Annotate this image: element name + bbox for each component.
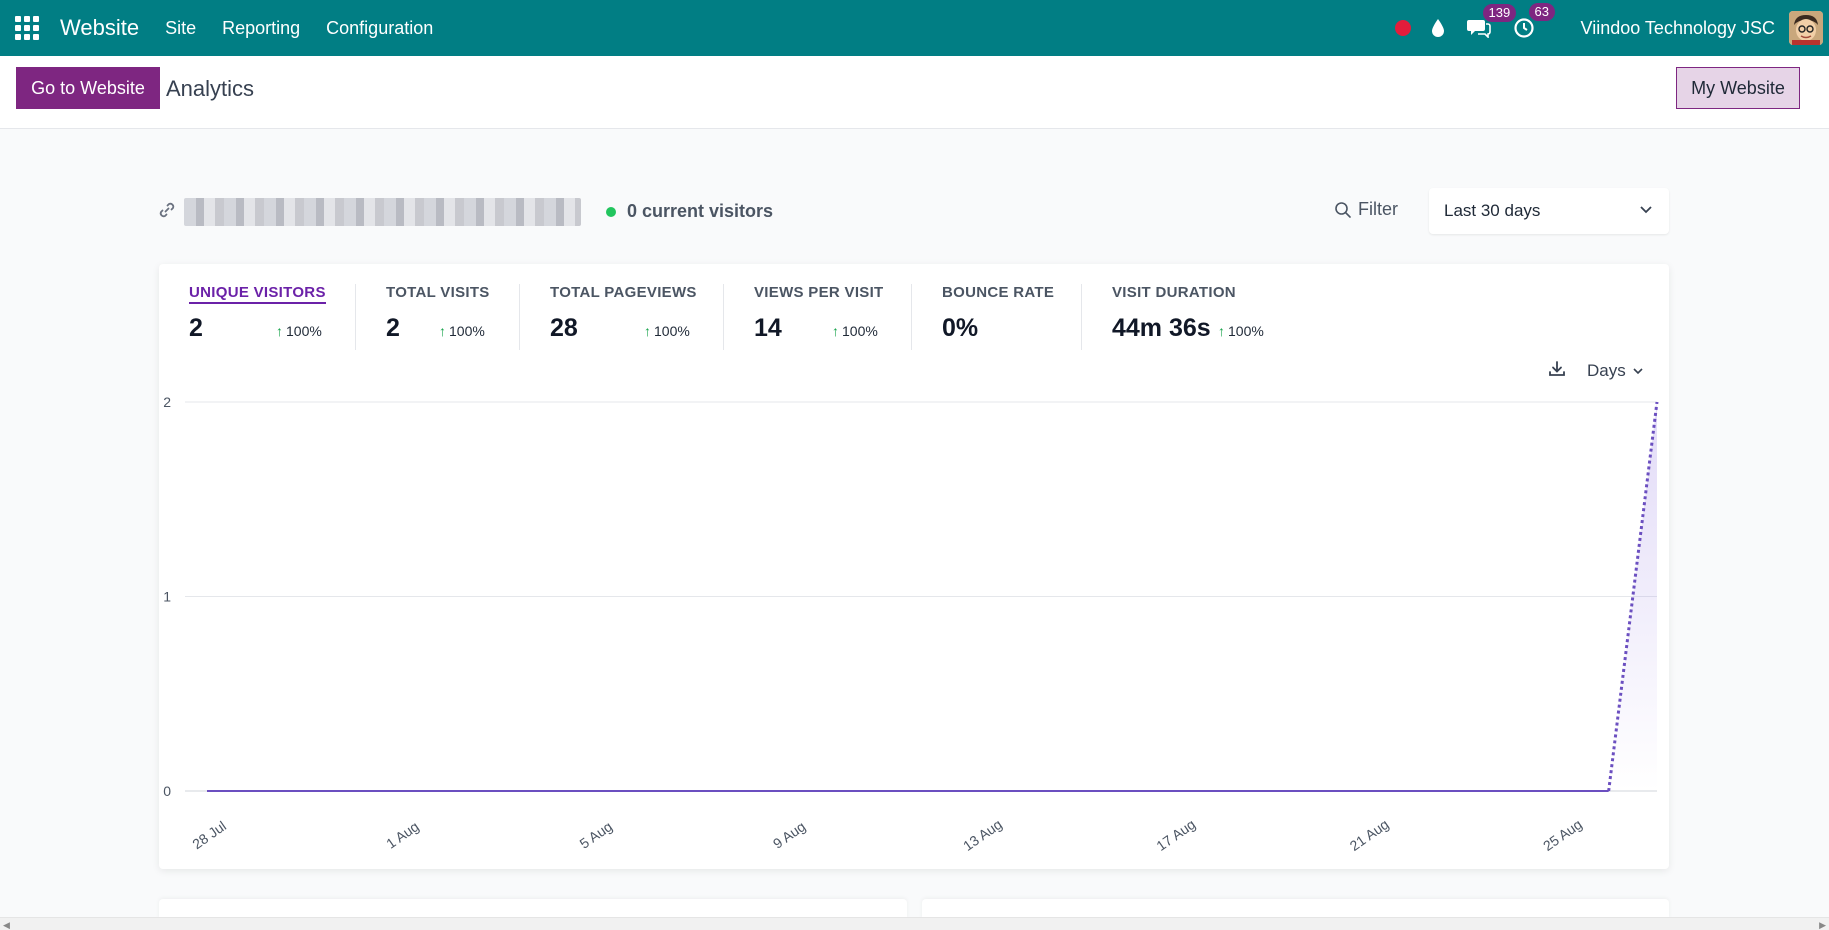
control-panel: Go to Website Analytics My Website (0, 56, 1829, 129)
user-avatar[interactable] (1789, 11, 1823, 45)
analytics-card: UNIQUE VISITORS 2 ↑ 100% TOTAL VISITS 2 ↑… (159, 264, 1669, 869)
horizontal-scrollbar[interactable]: ◀ ▶ (0, 917, 1829, 930)
arrow-up-icon: ↑ (1218, 323, 1225, 339)
page-title: Analytics (166, 76, 255, 101)
x-tick-label: 9 Aug (770, 818, 809, 852)
kpi-label: UNIQUE VISITORS (189, 284, 326, 304)
arrow-up-icon: ↑ (832, 323, 839, 339)
visitors-line-chart: 0 1 2 28 Jul 1 Aug 5 Aug 9 Aug 13 Aug 17 Aug 21 A… (163, 394, 1659, 854)
kpi-divider (723, 284, 724, 350)
kpi-label: VIEWS PER VISIT (754, 284, 884, 301)
messages-icon[interactable]: 139 (1466, 4, 1517, 38)
chevron-down-icon (1640, 206, 1652, 214)
kpi-value: 28 (550, 314, 578, 342)
top-navbar: Website Site Reporting Configuration 139… (0, 0, 1829, 56)
kpi-value: 2 (189, 314, 203, 342)
kpi-views-per-visit[interactable]: VIEWS PER VISIT 14 ↑ 100% (754, 284, 884, 350)
series-line-incomplete (1607, 401, 1659, 792)
kpi-value: 14 (754, 314, 782, 342)
kpi-delta: ↑ 100% (1218, 323, 1264, 339)
menu-reporting[interactable]: Reporting (222, 17, 301, 38)
my-website-button[interactable]: My Website (1676, 67, 1800, 109)
arrow-up-icon: ↑ (644, 323, 651, 339)
date-range-select[interactable]: Last 30 days (1429, 188, 1669, 234)
kpi-delta: ↑ 100% (832, 323, 878, 339)
y-tick-label: 2 (163, 394, 171, 410)
kpi-total-visits[interactable]: TOTAL VISITS 2 ↑ 100% (386, 284, 490, 350)
company-switcher[interactable]: Viindoo Technology JSC (1580, 17, 1775, 38)
interval-label: Days (1587, 361, 1626, 380)
kpi-delta: ↑ 100% (439, 323, 485, 339)
x-tick-label: 13 Aug (960, 816, 1005, 854)
activities-count-badge: 63 (1528, 3, 1555, 21)
current-visitors: 0 current visitors (627, 201, 774, 221)
site-url-redacted[interactable] (184, 198, 581, 226)
filter-label: Filter (1358, 199, 1398, 219)
kpi-visit-duration[interactable]: VISIT DURATION 44m 36s ↑ 100% (1112, 284, 1282, 350)
x-tick-label: 28 Jul (189, 818, 229, 853)
activity-clock-icon[interactable]: 63 (1513, 3, 1555, 39)
arrow-up-icon: ↑ (439, 323, 446, 339)
interval-select[interactable]: Days (1587, 361, 1644, 381)
scroll-left-arrow-icon[interactable]: ◀ (3, 920, 10, 930)
download-icon[interactable] (1547, 359, 1567, 384)
y-tick-label: 1 (163, 589, 171, 605)
navbar-systray: 139 63 Viindoo Technology JSC (1394, 0, 1829, 56)
go-to-website-button[interactable]: Go to Website (16, 67, 160, 109)
app-name[interactable]: Website (60, 15, 140, 40)
kpi-label: TOTAL PAGEVIEWS (550, 284, 697, 301)
kpi-delta: ↑ 100% (276, 323, 322, 339)
recording-icon[interactable] (1394, 20, 1411, 36)
x-tick-label: 21 Aug (1347, 816, 1392, 854)
arrow-up-icon: ↑ (276, 323, 283, 339)
kpi-divider (355, 284, 356, 350)
kpi-total-pageviews[interactable]: TOTAL PAGEVIEWS 28 ↑ 100% (550, 284, 697, 350)
top-sources-card (159, 899, 907, 919)
kpi-divider (911, 284, 912, 350)
kpi-divider (1081, 284, 1082, 350)
x-tick-label: 1 Aug (383, 818, 422, 852)
menu-site[interactable]: Site (165, 17, 197, 38)
droplet-icon[interactable] (1431, 18, 1445, 38)
y-tick-label: 0 (163, 783, 171, 799)
kpi-value: 0% (942, 314, 979, 342)
filter-button[interactable]: Filter (1334, 199, 1398, 220)
chevron-down-icon (1633, 368, 1643, 375)
kpi-label: BOUNCE RATE (942, 284, 1055, 301)
kpi-delta: ↑ 100% (644, 323, 690, 339)
messages-count-badge: 139 (1482, 4, 1517, 22)
search-icon (1335, 201, 1351, 218)
scroll-right-arrow-icon[interactable]: ▶ (1819, 920, 1826, 930)
kpi-label: VISIT DURATION (1112, 284, 1236, 301)
live-status-dot (606, 207, 616, 217)
date-range-label: Last 30 days (1444, 201, 1541, 220)
kpi-value: 44m 36s (1112, 314, 1211, 342)
x-tick-label: 17 Aug (1153, 816, 1198, 854)
x-tick-label: 25 Aug (1540, 816, 1585, 854)
kpi-label: TOTAL VISITS (386, 284, 490, 301)
kpi-divider (519, 284, 520, 350)
x-tick-label: 5 Aug (577, 818, 616, 852)
menu-configuration[interactable]: Configuration (326, 17, 434, 38)
kpi-bounce-rate[interactable]: BOUNCE RATE 0% (942, 284, 1054, 350)
kpi-value: 2 (386, 314, 400, 342)
kpi-unique-visitors[interactable]: UNIQUE VISITORS 2 ↑ 100% (189, 284, 326, 350)
app-menu-icon[interactable] (14, 15, 40, 41)
top-pages-card (922, 899, 1669, 919)
link-icon (157, 200, 177, 225)
